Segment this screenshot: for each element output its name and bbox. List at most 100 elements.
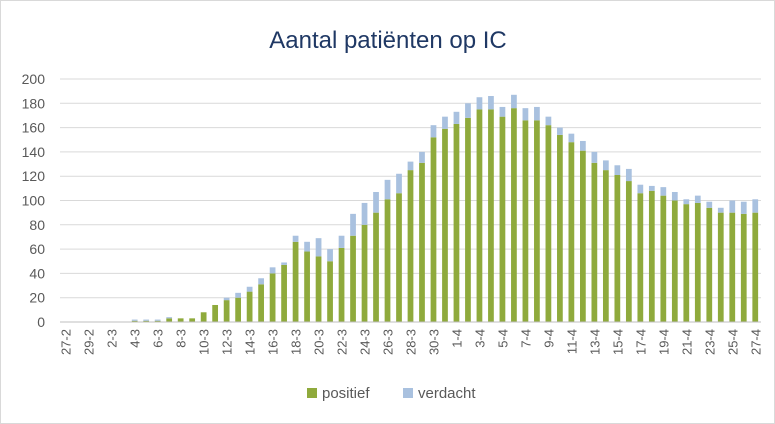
- bar-suspected: [752, 199, 759, 213]
- legend: positief verdacht: [307, 385, 476, 402]
- x-tick-label: 17-4: [633, 329, 648, 355]
- bar-positive: [350, 235, 356, 322]
- bar-positive: [694, 202, 701, 322]
- x-tick-label: 30-3: [426, 329, 441, 355]
- bar-positive: [671, 200, 678, 322]
- legend-swatch-suspected: [403, 388, 413, 398]
- bar-positive: [235, 297, 241, 322]
- bar-suspected: [269, 267, 276, 274]
- y-tick-label: 140: [22, 144, 46, 160]
- bar-suspected: [154, 319, 161, 321]
- bar-suspected: [430, 125, 437, 138]
- x-tick-label: 14-3: [243, 329, 258, 355]
- bar-positive: [752, 212, 759, 322]
- x-tick-label: 11-4: [564, 329, 579, 354]
- bar-positive: [407, 170, 414, 322]
- bar-positive: [338, 247, 345, 322]
- bar-positive: [373, 212, 379, 322]
- bar-suspected: [637, 184, 644, 194]
- bar-positive: [430, 137, 437, 322]
- bar-positive: [729, 212, 736, 322]
- bar-suspected: [740, 201, 747, 214]
- legend-swatch-positive: [307, 388, 317, 398]
- x-tick-label: 3-4: [472, 329, 487, 348]
- bar-positive: [166, 318, 173, 322]
- bar-positive: [637, 193, 644, 322]
- x-tick-label: 23-4: [702, 329, 717, 355]
- bar-positive: [580, 150, 586, 322]
- bar-positive: [476, 109, 483, 322]
- chart-title: Aantal patiënten op IC: [269, 27, 507, 54]
- bar-suspected: [442, 116, 448, 129]
- bar-suspected: [327, 249, 333, 262]
- bar-positive: [258, 284, 264, 322]
- bar-positive: [568, 142, 575, 322]
- bar-suspected: [476, 97, 483, 110]
- bar-positive: [648, 190, 655, 322]
- x-tick-label: 29-2: [82, 329, 97, 355]
- x-tick-label: 13-4: [587, 329, 602, 355]
- bar-positive: [223, 300, 230, 322]
- bar-suspected: [235, 292, 241, 298]
- bar-positive: [419, 162, 425, 322]
- bar-positive: [131, 320, 138, 322]
- bar-positive: [706, 207, 713, 322]
- bar-suspected: [465, 103, 471, 118]
- bar-suspected: [602, 160, 609, 171]
- bar-suspected: [648, 185, 655, 191]
- bar-positive: [246, 291, 253, 322]
- bar-suspected: [614, 165, 621, 175]
- bar-suspected: [384, 179, 391, 200]
- bar-positive: [177, 318, 184, 322]
- x-axis-tick-labels: 27-2 29-2 2-3 4-3 6-3 8-3 10-3 12-3 14-3 16-3 18-3…: [59, 329, 764, 355]
- x-tick-label: 19-4: [656, 329, 671, 355]
- bar-positive: [143, 320, 150, 322]
- y-tick-label: 80: [29, 217, 45, 233]
- bar-suspected: [522, 108, 529, 121]
- bar-positive: [269, 273, 276, 322]
- bar-suspected: [350, 213, 356, 236]
- bar-positive: [154, 320, 161, 322]
- x-tick-label: 20-3: [312, 329, 327, 355]
- legend-label-suspected: verdacht: [418, 385, 476, 402]
- bar-positive: [315, 256, 322, 322]
- bar-positive: [327, 261, 333, 322]
- bar-positive: [212, 304, 219, 322]
- x-tick-label: 15-4: [610, 329, 625, 355]
- bar-suspected: [396, 173, 402, 194]
- bar-suspected: [143, 319, 150, 321]
- x-tick-label: 2-3: [105, 329, 120, 348]
- bar-positive: [304, 251, 310, 322]
- x-tick-label: 1-4: [449, 329, 464, 348]
- x-tick-label: 18-3: [289, 329, 304, 355]
- y-tick-label: 0: [37, 314, 45, 330]
- bar-suspected: [729, 200, 736, 213]
- bar-suspected: [407, 161, 414, 171]
- x-tick-label: 24-3: [358, 329, 373, 355]
- y-tick-label: 100: [22, 193, 46, 209]
- bar-positive: [189, 318, 196, 322]
- bar-suspected: [258, 278, 264, 285]
- x-tick-label: 5-4: [495, 329, 510, 348]
- x-tick-label: 26-3: [381, 329, 396, 355]
- x-tick-label: 9-4: [541, 329, 556, 348]
- x-tick-label: 27-4: [748, 329, 763, 355]
- bar-positive: [683, 204, 690, 322]
- bar-suspected: [338, 235, 345, 248]
- y-tick-label: 180: [22, 95, 46, 111]
- bar-positive: [545, 125, 552, 322]
- bar-positive: [384, 199, 391, 322]
- x-tick-label: 25-4: [725, 329, 740, 355]
- bar-positive: [361, 224, 368, 322]
- bar-suspected: [166, 317, 173, 319]
- bar-positive: [557, 134, 563, 322]
- x-tick-label: 4-3: [128, 329, 143, 348]
- bar-suspected: [499, 106, 506, 117]
- bar-positive: [591, 162, 598, 322]
- bar-suspected: [545, 116, 552, 126]
- bar-suspected: [660, 187, 667, 196]
- bars: [131, 94, 759, 322]
- bar-positive: [602, 170, 609, 322]
- bar-suspected: [488, 96, 494, 110]
